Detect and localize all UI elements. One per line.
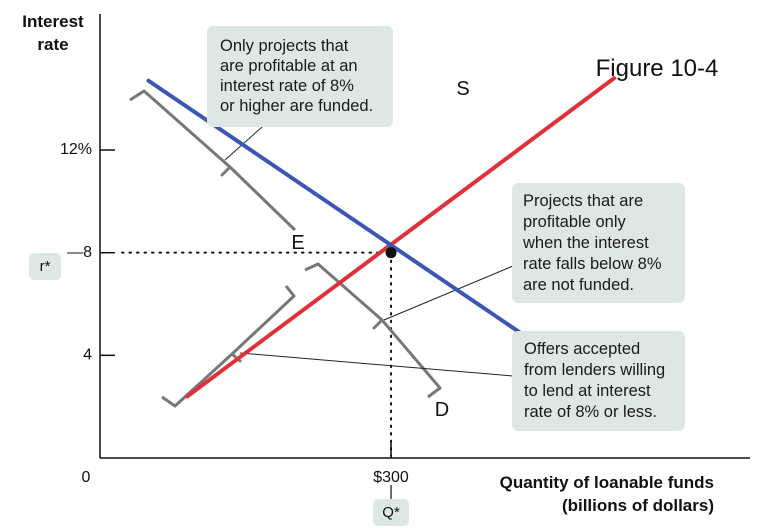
demand-lower-bracket — [304, 262, 442, 399]
supply-lower-bracket — [161, 285, 296, 408]
q-star-tag — [373, 499, 410, 526]
y-tick-label-8: —8 — [67, 244, 92, 261]
right-callout-line1: Projects that are — [523, 192, 643, 210]
supply-curve — [185, 76, 617, 399]
right-callout-line4: rate falls below 8% — [523, 255, 662, 273]
lower-callout-line4: rate of 8% or less. — [524, 403, 657, 421]
equilibrium-point — [385, 247, 397, 259]
lower-callout-box — [512, 331, 685, 431]
y-tick-label-4: 4 — [83, 347, 92, 364]
lower-callout-leader — [239, 352, 514, 377]
upper-callout-line1: Only projects that — [220, 37, 349, 55]
origin-label: 0 — [82, 469, 91, 486]
r-star-tag — [29, 253, 61, 280]
upper-callout-line4: or higher are funded. — [220, 97, 373, 115]
right-callout-line2: profitable only — [523, 213, 626, 231]
r-star-label: r* — [40, 258, 51, 275]
figure-title: Figure 10-4 — [596, 55, 719, 82]
demand-curve-label: D — [435, 399, 449, 421]
x-tick-label-300: $300 — [373, 469, 409, 486]
right-callout-box — [512, 183, 685, 303]
x-axis-title-line2: (billions of dollars) — [562, 496, 714, 515]
x-axis-title-line1: Quantity of loanable funds — [500, 473, 714, 492]
upper-callout-box — [207, 26, 393, 127]
right-callout-line3: when the interest — [522, 234, 649, 252]
right-callout-leader — [383, 265, 514, 321]
equilibrium-label: E — [291, 232, 304, 254]
supply-curve-label: S — [456, 78, 469, 100]
lower-callout-line1: Offers accepted — [524, 340, 640, 358]
demand-upper-bracket — [129, 89, 297, 232]
lower-callout-line3: to lend at interest — [524, 382, 651, 400]
y-axis-title-line2: rate — [37, 35, 68, 54]
upper-callout-line2: are profitable at an — [220, 57, 358, 75]
y-tick-label-12: 12% — [60, 141, 92, 158]
right-callout-line5: are not funded. — [523, 276, 634, 294]
lower-callout-line2: from lenders willing — [524, 361, 665, 379]
y-axis-title-line1: Interest — [22, 12, 84, 31]
upper-callout-line3: interest rate of 8% — [220, 77, 354, 95]
q-star-label: Q* — [382, 504, 400, 521]
